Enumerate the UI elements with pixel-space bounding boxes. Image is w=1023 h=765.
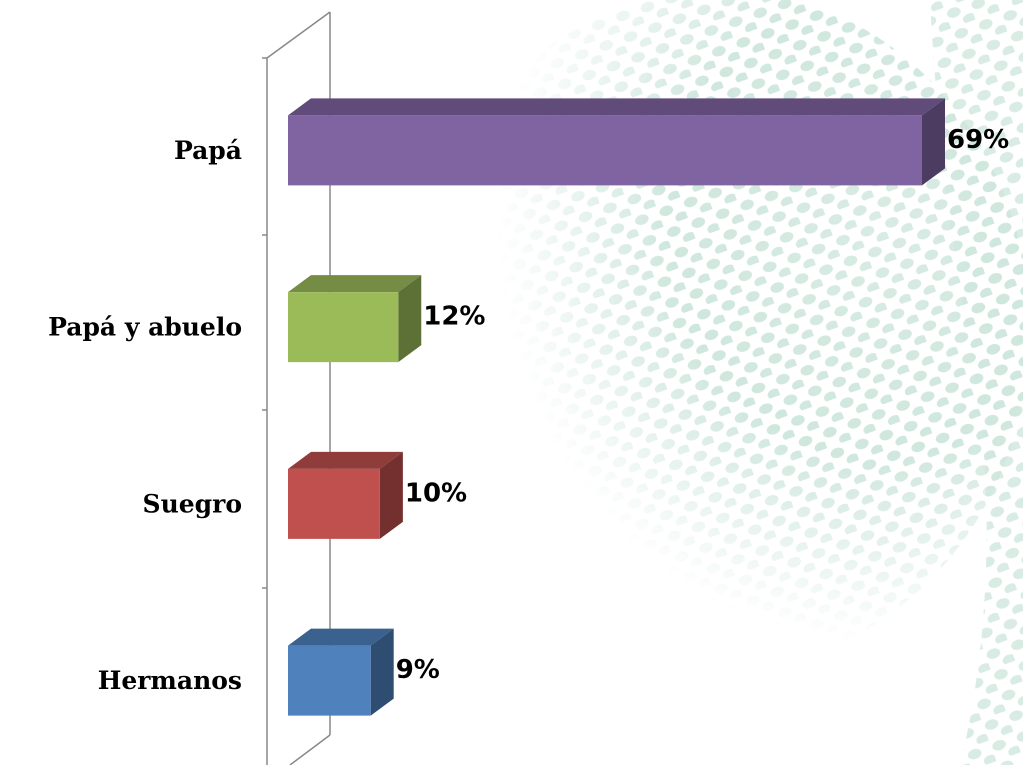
value-label: 69% <box>947 125 1009 155</box>
bar-top <box>288 451 403 469</box>
bar <box>288 292 399 363</box>
bar-side <box>922 98 945 186</box>
bar-side <box>379 451 403 539</box>
category-label: Papá y abuelo <box>48 313 242 342</box>
category-label: Suegro <box>143 489 242 518</box>
value-label: 10% <box>405 478 467 508</box>
bar-side <box>398 275 422 363</box>
value-label: 12% <box>423 302 485 332</box>
category-label: Papá <box>174 136 242 165</box>
bar <box>288 115 922 186</box>
bar-top <box>288 275 422 293</box>
bar <box>288 645 371 716</box>
bar-side <box>370 628 394 716</box>
bar <box>288 468 380 539</box>
category-label: Hermanos <box>98 666 242 695</box>
bar-top <box>288 98 945 116</box>
value-label: 9% <box>396 655 440 685</box>
bar-top <box>288 628 394 646</box>
